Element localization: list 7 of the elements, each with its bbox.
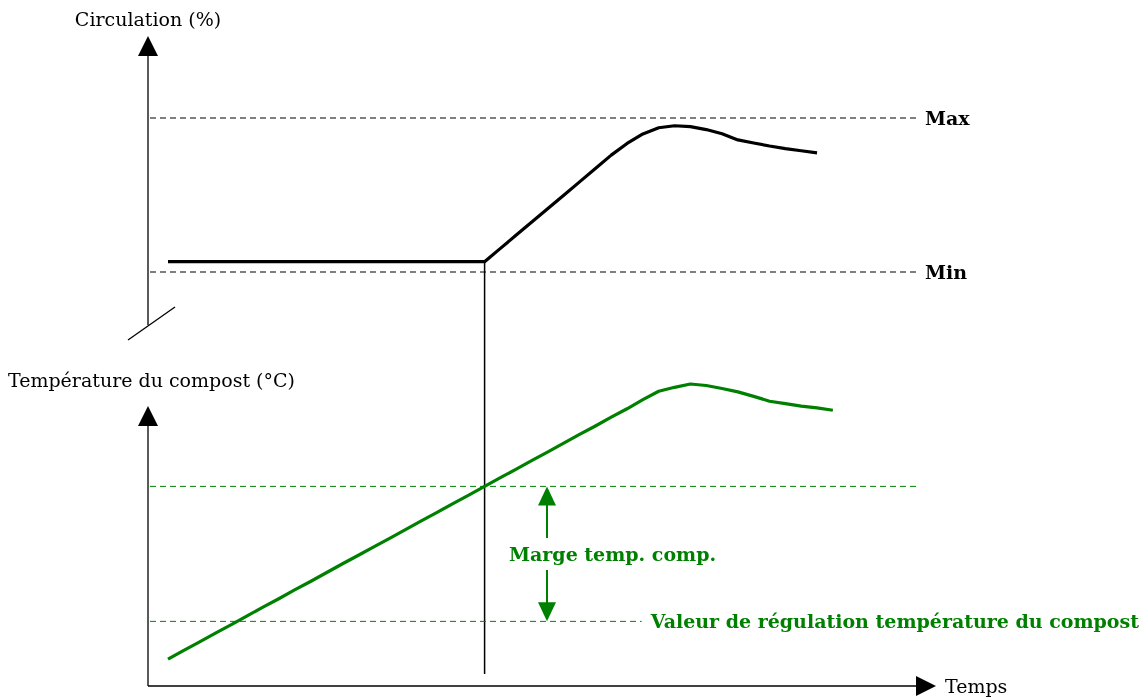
x-axis-title: Temps <box>945 675 1008 697</box>
y-axis-title: Circulation (%) <box>74 8 222 30</box>
ref-line-label: Min <box>925 261 968 283</box>
annotation: Marge temp. comp. <box>509 542 717 565</box>
y-axis-title: Température du compost (°C) <box>7 369 295 391</box>
ref-line-label: Valeur de régulation température du compost <box>649 610 1140 633</box>
ref-line-label: Max <box>925 107 971 129</box>
